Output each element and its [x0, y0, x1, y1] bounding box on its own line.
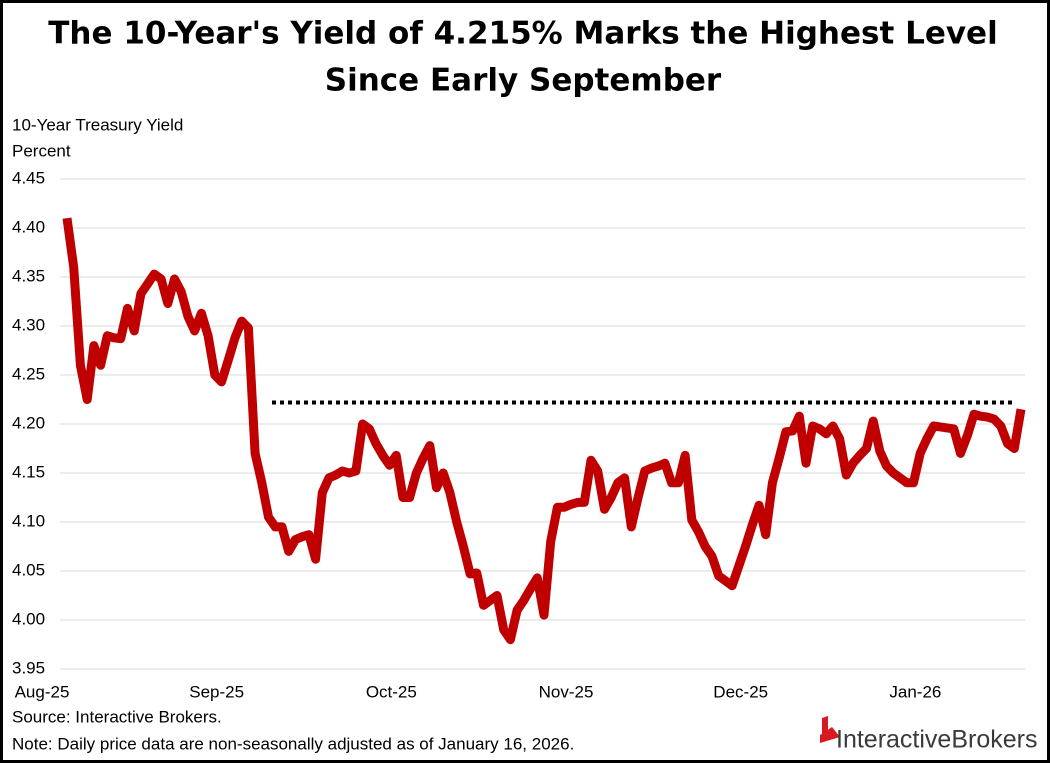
y-tick-label: 4.05	[12, 560, 45, 579]
x-tick-label: Nov-25	[539, 682, 594, 701]
y-tick-label: 4.35	[12, 266, 45, 285]
chart-title: The 10-Year's Yield of 4.215% Marks the …	[48, 16, 997, 52]
y-tick-label: 4.15	[12, 462, 45, 481]
y-tick-label: 4.10	[12, 511, 45, 530]
chart-subtitle: Since Early September	[325, 63, 722, 99]
data-line	[62, 217, 1026, 645]
x-tick-label: Aug-25	[15, 682, 70, 701]
source: Source: Interactive Brokers.	[12, 707, 222, 726]
y-axis-label: 10-Year Treasury Yield	[12, 115, 183, 134]
y-axis-unit: Percent	[12, 141, 71, 160]
plot-area: 3.95 4.00 4.05 4.10 4.15 4.20 4.25 4.30 4.35 4.40…	[12, 168, 1026, 701]
x-tick-label: Jan-26	[889, 682, 941, 701]
x-tick-label: Sep-25	[189, 682, 244, 701]
note: Note: Daily price data are non-seasonall…	[12, 734, 574, 753]
logo: InteractiveBrokers	[836, 726, 1037, 754]
y-tick-label: 4.20	[12, 413, 45, 432]
y-tick-label: 3.95	[12, 658, 45, 677]
x-tick-label: Oct-25	[366, 682, 417, 701]
y-tick-label: 4.00	[12, 609, 45, 628]
y-tick-label: 4.40	[12, 217, 45, 236]
x-tick-label: Dec-25	[713, 682, 768, 701]
y-tick-label: 4.30	[12, 315, 45, 334]
y-tick-label: 4.45	[12, 168, 45, 187]
logo-icon	[820, 716, 840, 743]
y-tick-label: 4.25	[12, 364, 45, 383]
